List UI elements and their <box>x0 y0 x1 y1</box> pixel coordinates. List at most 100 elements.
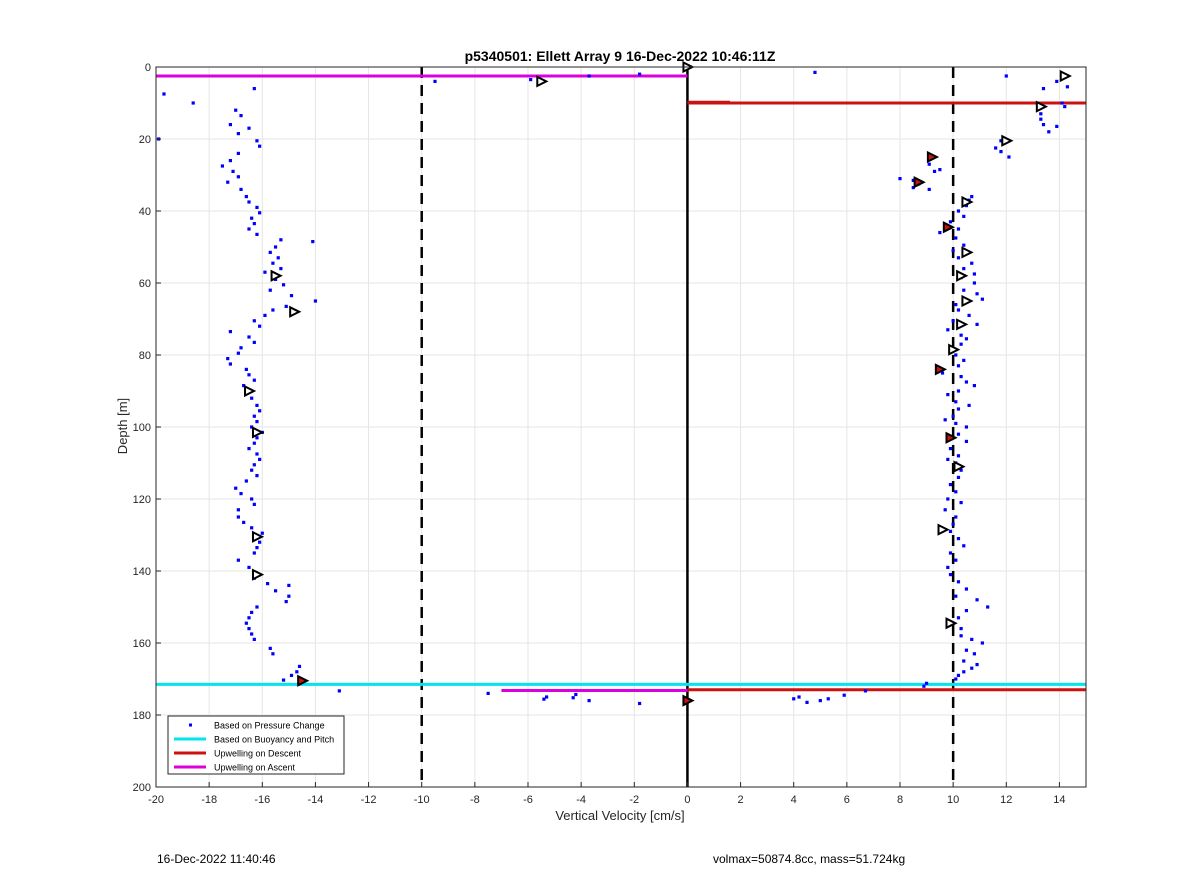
pressure-change-point <box>247 565 251 569</box>
pressure-change-point <box>980 641 984 645</box>
red-triangle-marker <box>913 176 926 189</box>
pressure-change-point <box>863 689 868 693</box>
pressure-change-point <box>954 236 958 240</box>
pressure-change-point <box>247 627 251 631</box>
pressure-change-point <box>247 227 251 231</box>
y-axis-label: Depth [m] <box>115 398 130 454</box>
pressure-change-point <box>940 371 945 375</box>
chart-title: p5340501: Ellett Array 9 16-Dec-2022 10:… <box>465 48 776 64</box>
pressure-change-point <box>239 114 243 118</box>
pressure-change-point <box>1007 155 1011 159</box>
pressure-change-point <box>258 409 262 413</box>
white-triangle-marker <box>961 195 974 209</box>
pressure-change-point <box>228 123 232 127</box>
pressure-change-point <box>959 634 963 638</box>
pressure-change-point <box>252 378 256 382</box>
x-tick-label: -16 <box>254 794 270 806</box>
x-tick-label: 10 <box>947 794 959 806</box>
white-triangle-marker <box>961 246 974 259</box>
pressure-change-point <box>268 250 272 254</box>
pressure-change-point <box>268 288 272 292</box>
pressure-change-point <box>263 270 267 274</box>
pressure-change-point <box>975 598 979 602</box>
pressure-change-point <box>954 558 958 562</box>
pressure-change-point <box>284 304 288 308</box>
pressure-change-point <box>797 695 801 699</box>
pressure-change-point <box>271 308 275 312</box>
pressure-change-point <box>287 594 291 598</box>
legend-swatch-point <box>189 723 192 727</box>
pressure-change-point <box>964 648 969 652</box>
pressure-change-point <box>980 297 984 301</box>
legend: Based on Pressure Change Based on Buoyanc… <box>167 715 345 775</box>
pressure-change-point <box>1039 112 1043 116</box>
pressure-change-point <box>938 168 942 172</box>
pressure-change-point <box>948 220 953 224</box>
pressure-change-point <box>273 589 278 593</box>
white-triangle-marker <box>953 460 966 473</box>
legend-box <box>167 715 345 775</box>
pressure-change-point <box>1065 85 1069 89</box>
pressure-change-point <box>250 610 254 614</box>
pressure-change-point <box>234 108 238 112</box>
pressure-change-point <box>954 490 958 494</box>
pressure-change-point <box>191 101 195 105</box>
legend-entry-label: Upwelling on Descent <box>214 749 302 759</box>
pressure-change-point <box>247 616 251 620</box>
pressure-change-point <box>911 178 915 182</box>
pressure-change-point <box>927 187 931 191</box>
pressure-change-point <box>1055 79 1059 83</box>
pressure-change-point <box>943 508 947 512</box>
pressure-change-point <box>228 159 232 163</box>
legend-entry-label: Based on Buoyancy and Pitch <box>214 735 334 745</box>
pressure-change-point <box>250 497 254 501</box>
pressure-change-point <box>252 87 256 91</box>
pressure-change-point <box>295 670 299 674</box>
pressure-change-point <box>255 452 259 456</box>
pressure-change-point <box>271 261 275 265</box>
pressure-change-point <box>252 502 256 506</box>
x-tick-label: -4 <box>576 794 586 806</box>
pressure-change-point <box>587 74 591 78</box>
pressure-change-point <box>922 684 926 688</box>
x-axis-label: Vertical Velocity [cm/s] <box>555 808 684 823</box>
y-tick-label: 0 <box>145 62 151 74</box>
y-tick-label: 20 <box>139 134 151 146</box>
pressure-change-point <box>252 551 256 555</box>
legend-entry-label: Based on Pressure Change <box>214 721 325 731</box>
pressure-change-point <box>337 689 341 693</box>
x-tick-label: 4 <box>791 794 797 806</box>
pressure-change-point <box>571 696 575 700</box>
pressure-change-point <box>964 609 969 613</box>
x-tick-label: -12 <box>361 794 377 806</box>
pressure-change-point <box>279 267 283 271</box>
pressure-change-point <box>964 439 969 443</box>
x-tick-label: 6 <box>844 794 850 806</box>
pressure-change-point <box>236 175 240 179</box>
pressure-change-point <box>255 436 259 440</box>
pressure-change-point <box>220 164 225 168</box>
white-triangle-marker <box>251 568 265 581</box>
pressure-change-point <box>236 351 240 355</box>
pressure-change-point <box>244 195 248 199</box>
red-triangle-marker <box>926 150 940 164</box>
pressure-change-point <box>281 283 286 287</box>
pressure-change-point <box>911 186 915 190</box>
pressure-change-point <box>545 695 549 699</box>
pressure-change-point <box>250 632 254 636</box>
pressure-change-point <box>954 421 958 425</box>
pressure-change-point <box>994 146 998 150</box>
pressure-change-point <box>956 432 961 436</box>
pressure-change-point <box>239 346 243 350</box>
pressure-change-point <box>250 396 254 400</box>
triangle-markers-layer <box>244 60 1072 707</box>
pressure-change-point <box>247 373 251 377</box>
white-triangle-marker <box>244 384 257 398</box>
pressure-change-point <box>226 357 230 361</box>
pressure-change-point <box>313 299 318 303</box>
x-tick-label: 8 <box>897 794 903 806</box>
pressure-change-point <box>792 697 796 701</box>
y-tick-label: 140 <box>133 566 151 578</box>
pressure-change-point <box>956 364 961 368</box>
pressure-change-point <box>250 468 254 472</box>
